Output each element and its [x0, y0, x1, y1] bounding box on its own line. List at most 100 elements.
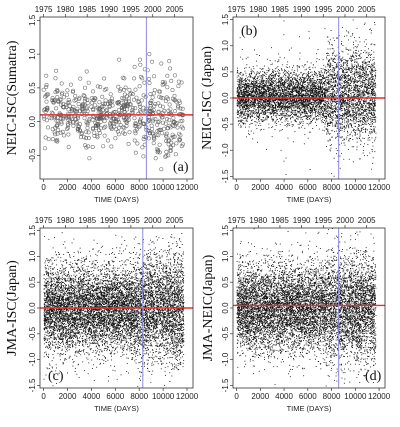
data-point: [362, 76, 363, 77]
data-point: [298, 119, 299, 120]
data-point: [264, 80, 265, 81]
data-point: [347, 95, 348, 96]
data-point: [352, 103, 353, 104]
data-point: [280, 92, 281, 93]
data-point: [298, 106, 299, 107]
data-point: [150, 124, 153, 127]
data-point: [371, 54, 372, 55]
data-point: [364, 63, 365, 64]
data-point: [282, 107, 283, 108]
data-point: [284, 88, 285, 89]
data-point: [346, 72, 347, 73]
data-point: [238, 76, 239, 77]
data-point: [360, 144, 361, 145]
data-point: [310, 81, 311, 82]
data-point: [128, 131, 131, 134]
data-point: [125, 108, 128, 111]
data-point: [305, 104, 306, 105]
data-point: [260, 107, 261, 108]
data-point: [306, 73, 307, 74]
data-point: [240, 80, 241, 81]
data-point: [260, 103, 261, 104]
data-point: [356, 138, 357, 139]
data-point: [263, 114, 264, 115]
data-point: [77, 102, 80, 105]
data-point: [257, 142, 258, 143]
data-point: [345, 87, 346, 88]
data-point: [322, 130, 323, 131]
data-point: [370, 95, 371, 96]
data-point: [291, 109, 292, 110]
data-point: [311, 121, 312, 122]
data-point: [280, 120, 281, 121]
data-point: [255, 76, 256, 77]
data-point: [347, 112, 348, 113]
data-point: [260, 93, 261, 94]
data-point: [363, 113, 364, 114]
data-point: [342, 101, 343, 102]
data-point: [335, 109, 336, 110]
data-point: [271, 103, 272, 104]
data-point: [331, 112, 332, 113]
data-point: [350, 60, 351, 61]
data-point: [281, 105, 282, 106]
data-point: [358, 96, 359, 97]
data-point: [135, 96, 138, 99]
data-point: [344, 122, 345, 123]
data-point: [323, 59, 324, 60]
data-point: [340, 127, 341, 128]
data-point: [266, 74, 267, 75]
data-point: [358, 74, 359, 75]
data-point: [358, 130, 359, 131]
data-point: [368, 88, 369, 89]
data-point: [242, 49, 243, 50]
data-point: [317, 95, 318, 96]
data-point: [292, 104, 293, 105]
data-point: [330, 104, 331, 105]
data-point: [347, 65, 348, 66]
data-point: [292, 91, 293, 92]
data-point: [309, 132, 310, 133]
data-point: [331, 103, 332, 104]
data-point: [372, 151, 373, 152]
data-point: [353, 53, 354, 54]
data-point: [329, 75, 330, 76]
data-point: [261, 89, 262, 90]
data-point: [328, 75, 329, 76]
data-point: [326, 108, 327, 109]
data-point: [240, 127, 241, 128]
data-point: [274, 100, 275, 101]
data-point: [341, 79, 342, 80]
data-point: [246, 103, 247, 104]
data-point: [298, 105, 299, 106]
data-point: [352, 65, 353, 66]
data-point: [344, 87, 345, 88]
data-point: [268, 95, 269, 96]
data-point: [290, 84, 291, 85]
data-point: [373, 59, 374, 60]
data-point: [172, 116, 175, 119]
data-point: [373, 109, 374, 110]
data-point: [352, 68, 353, 69]
data-point: [42, 88, 45, 91]
data-point: [374, 44, 375, 45]
data-point: [372, 72, 373, 73]
data-point: [249, 75, 250, 76]
data-point: [241, 113, 242, 114]
data-point: [300, 82, 301, 83]
data-point: [150, 60, 153, 63]
data-point: [306, 92, 307, 93]
data-point: [259, 110, 260, 111]
data-point: [356, 114, 357, 115]
data-point: [331, 100, 332, 101]
data-point: [244, 85, 245, 86]
data-point: [293, 72, 294, 73]
data-point: [347, 119, 348, 120]
data-point: [261, 82, 262, 83]
data-point: [258, 72, 259, 73]
data-point: [158, 104, 161, 107]
data-point: [328, 89, 329, 90]
data-point: [292, 79, 293, 80]
data-point: [355, 53, 356, 54]
data-point: [278, 73, 279, 74]
